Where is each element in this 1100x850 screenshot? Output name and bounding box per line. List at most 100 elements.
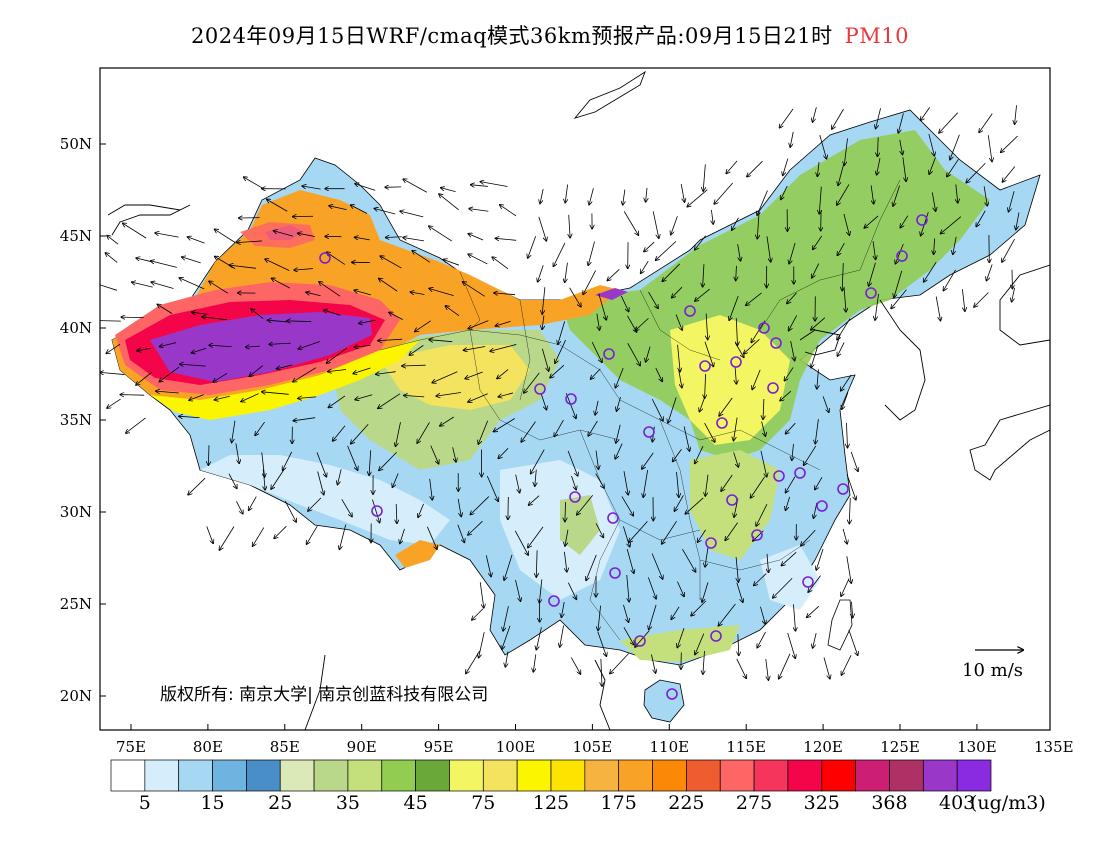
wind-arrow — [563, 551, 567, 572]
wind-arrow — [100, 320, 121, 322]
lon-tick-label: 95E — [424, 738, 454, 756]
wind-arrow — [379, 451, 397, 470]
wind-arrow — [616, 424, 621, 443]
station-circle — [634, 635, 646, 647]
wind-arrow — [714, 182, 733, 204]
wind-arrow — [565, 529, 569, 546]
wind-arrow — [846, 422, 847, 448]
wind-arrow — [432, 371, 458, 383]
wind-arrow — [535, 469, 536, 487]
wind-arrow — [695, 633, 705, 655]
wind-arrow — [626, 574, 629, 602]
wind-arrow — [813, 633, 817, 648]
wind-arrow — [441, 188, 456, 193]
wind-arrow — [685, 497, 704, 514]
wind-arrow — [445, 306, 460, 317]
wind-arrow — [811, 317, 826, 330]
wind-arrow — [947, 159, 959, 176]
field-orange-southtibet — [395, 540, 440, 568]
wind-arrow — [986, 264, 993, 280]
taiwan-island — [827, 599, 853, 651]
wind-arrow — [695, 288, 710, 301]
wind-arrow — [642, 452, 654, 469]
wind-arrow — [674, 495, 684, 511]
wind-arrow — [355, 184, 376, 191]
station-circle — [534, 383, 546, 395]
wind-arrow — [287, 321, 312, 322]
wind-arrow — [396, 422, 401, 446]
wind-arrow — [439, 194, 459, 211]
wind-arrow — [317, 471, 324, 494]
wind-arrow — [268, 320, 288, 322]
wind-arrow — [157, 304, 173, 314]
station-circle — [865, 287, 877, 299]
lat-tick-label: 45N — [60, 227, 92, 245]
wind-arrow — [468, 393, 488, 402]
wind-arrow — [404, 395, 425, 396]
wind-arrow — [757, 631, 766, 648]
wind-arrow — [329, 206, 347, 211]
wind-arrow — [463, 282, 485, 297]
wind-arrow — [677, 344, 681, 372]
wind-arrow — [354, 290, 371, 296]
wind-arrow — [429, 478, 433, 500]
wind-arrow — [215, 229, 236, 243]
wind-arrow — [842, 263, 843, 290]
wind-arrow — [819, 186, 821, 214]
wind-arrow — [703, 651, 705, 674]
wind-arrow — [376, 371, 396, 375]
wind-arrow — [577, 495, 593, 514]
wind-arrow — [209, 281, 229, 294]
wind-arrow — [780, 390, 792, 401]
wind-arrow — [528, 236, 537, 258]
wind-arrow — [1002, 238, 1015, 262]
wind-arrow — [209, 345, 232, 347]
wind-arrow — [298, 341, 321, 349]
lon-tick-label: 110E — [650, 738, 690, 756]
wind-arrow — [643, 470, 649, 497]
wind-arrow — [781, 185, 788, 199]
wind-arrow — [646, 187, 647, 202]
lat-tick-label: 40N — [60, 319, 92, 337]
wind-arrow — [756, 503, 768, 526]
wind-arrow — [542, 315, 544, 329]
wind-arrow — [966, 162, 986, 182]
wind-arrow — [718, 603, 736, 626]
wind-arrow — [704, 422, 715, 442]
wind-arrow — [673, 449, 682, 461]
lat-tick-label: 30N — [60, 503, 92, 521]
wind-arrow — [1015, 105, 1017, 124]
wind-arrow — [500, 205, 517, 217]
wind-arrow — [151, 261, 177, 268]
wind-arrow — [736, 318, 737, 345]
province-borders — [379, 179, 901, 641]
wind-arrow — [469, 209, 489, 212]
wind-arrow — [804, 445, 817, 465]
wind-arrow — [151, 282, 174, 289]
wind-arrow — [261, 452, 265, 477]
wind-arrow — [265, 259, 290, 272]
wind-arrow — [894, 270, 903, 298]
lon-tick-label: 105E — [573, 738, 613, 756]
colorbar-label: 403 — [939, 792, 976, 814]
wind-arrow — [306, 292, 321, 297]
wind-arrow — [1009, 191, 1015, 212]
wind-arrow — [521, 421, 536, 442]
station-circle — [565, 393, 577, 405]
wind-arrow — [179, 278, 205, 290]
colorbar-swatch — [178, 759, 213, 792]
station-circle — [916, 214, 928, 226]
wind-arrow — [272, 278, 291, 289]
wind-arrow — [589, 188, 594, 204]
wind-arrow — [235, 443, 239, 463]
wind-arrow — [341, 499, 352, 516]
colorbar-label: 15 — [200, 792, 225, 814]
wind-arrow — [137, 348, 151, 350]
wind-arrow — [648, 291, 658, 308]
colorbar-swatch — [381, 759, 416, 792]
wind-arrow — [269, 343, 291, 344]
wind-arrow — [811, 345, 819, 367]
field-yellow-qinghai — [380, 345, 530, 410]
wind-arrow — [876, 108, 881, 128]
wind-arrow — [754, 573, 767, 586]
